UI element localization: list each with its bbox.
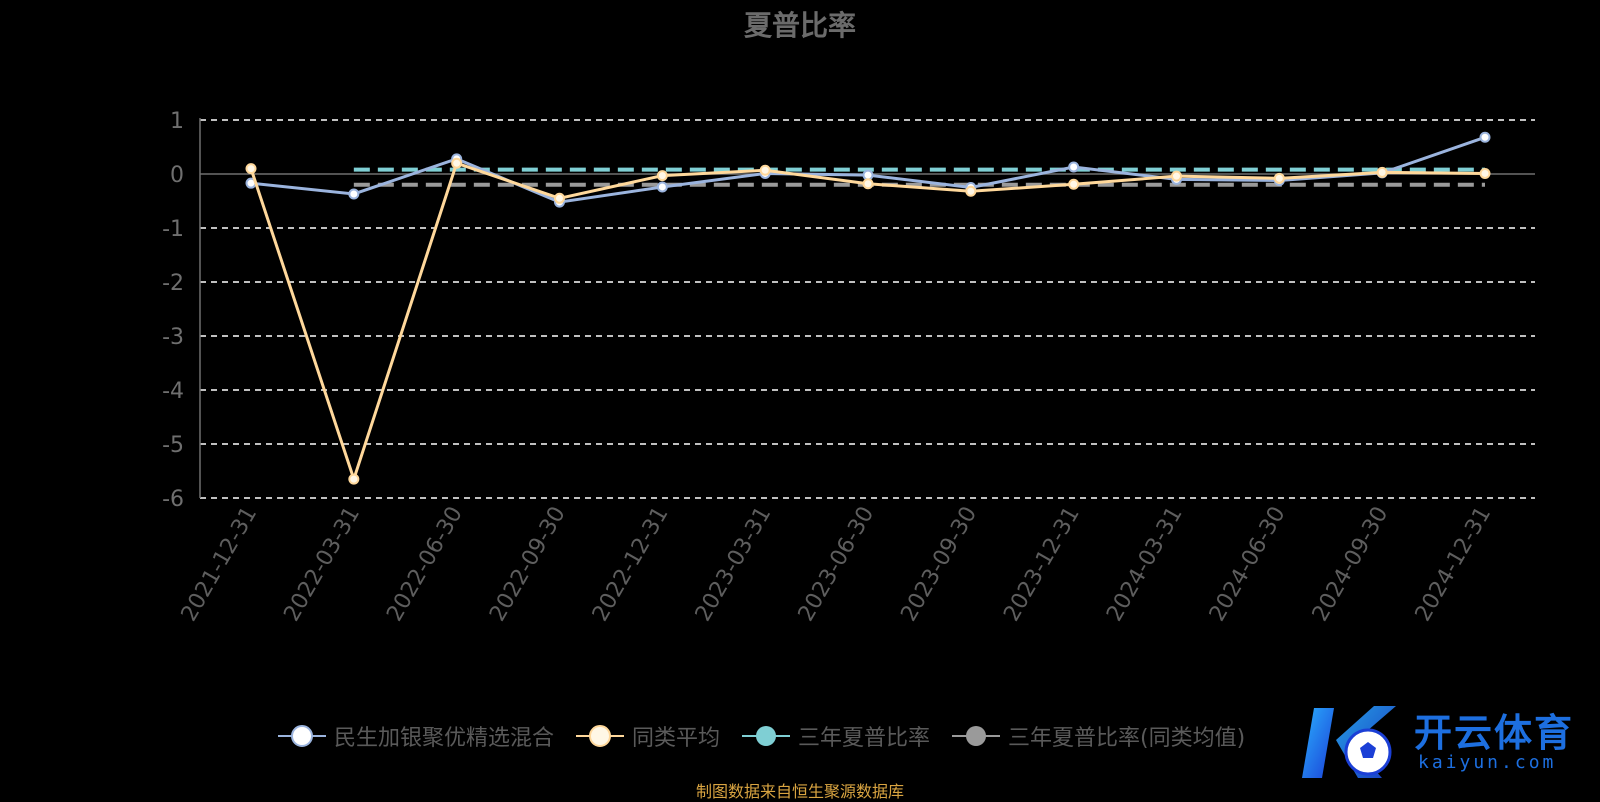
data-point[interactable]: [554, 192, 565, 204]
data-point[interactable]: [1068, 178, 1080, 190]
y-tick-label: 0: [170, 163, 184, 188]
legend-item-three-year-sharpe[interactable]: 三年夏普比率: [742, 720, 930, 752]
data-point[interactable]: [656, 181, 668, 193]
legend-label-three-year-sharpe: 三年夏普比率: [798, 726, 931, 751]
grid-layer: [200, 119, 1535, 499]
data-point[interactable]: [1479, 131, 1491, 143]
data-point[interactable]: [451, 157, 463, 169]
data-point[interactable]: [965, 185, 977, 197]
y-tick-label: -1: [162, 217, 184, 242]
x-tick-label: 2022-12-31: [588, 503, 674, 626]
y-tick-label: 1: [170, 109, 184, 134]
x-tick-label: 2022-06-30: [382, 502, 468, 625]
x-tick-label: 2023-03-31: [691, 503, 777, 626]
legend-label-three-year-sharpe-peer: 三年夏普比率(同类均值): [1008, 726, 1246, 751]
watermark-logo: 开云体育 kaiyun.com: [1296, 700, 1586, 786]
x-tick-label: 2023-12-31: [999, 503, 1085, 626]
x-tick-label: 2022-09-30: [485, 503, 571, 626]
x-tick-label: 2022-03-31: [279, 503, 365, 626]
legend-label-peer-average: 同类平均: [632, 726, 721, 751]
chart-title: 夏普比率: [743, 9, 856, 42]
data-point[interactable]: [656, 170, 668, 182]
y-tick-label: -6: [162, 487, 184, 512]
data-point[interactable]: [1068, 161, 1080, 173]
x-tick-label: 2023-06-30: [794, 503, 880, 626]
legend-item-three-year-sharpe-peer[interactable]: 三年夏普比率(同类均值): [952, 720, 1245, 752]
legend: 民生加银聚优精选混合 同类平均 三年夏普比率 三年夏普比率(同类均值): [278, 716, 1267, 756]
y-tick-label: -4: [162, 379, 184, 404]
y-tick-label: -3: [162, 325, 184, 350]
series-layer: [245, 131, 1491, 485]
data-point[interactable]: [348, 473, 360, 485]
data-point[interactable]: [1376, 166, 1388, 178]
x-tick-label: 2021-12-31: [177, 503, 263, 626]
data-point[interactable]: [348, 188, 360, 200]
x-tick-label: 2024-12-31: [1411, 503, 1497, 626]
data-point[interactable]: [1273, 172, 1285, 184]
x-tick-label: 2023-09-30: [896, 502, 982, 625]
legend-item-fund[interactable]: 民生加银聚优精选混合: [278, 720, 554, 752]
y-tick-label: -5: [162, 433, 184, 458]
kaiyun-logo-icon: [1302, 706, 1396, 778]
legend-label-fund: 民生加银聚优精选混合: [334, 726, 555, 751]
x-tick-label: 2024-09-30: [1308, 503, 1394, 626]
legend-item-peer-average[interactable]: 同类平均: [576, 720, 720, 752]
x-tick-label: 2024-06-30: [1205, 503, 1291, 626]
data-point[interactable]: [1479, 167, 1491, 179]
data-point[interactable]: [759, 164, 771, 176]
data-point[interactable]: [862, 178, 874, 190]
legend-swatch-three-year-sharpe-peer-icon: [952, 726, 1001, 746]
legend-swatch-three-year-sharpe-icon: [742, 726, 791, 746]
legend-swatch-fund-icon: [278, 725, 326, 747]
y-tick-label: -2: [162, 271, 184, 296]
x-tick-label: 2024-03-31: [1102, 503, 1188, 626]
data-point[interactable]: [1171, 170, 1182, 182]
legend-swatch-peer-average-icon: [576, 725, 625, 747]
watermark-brand-text: 开云体育: [1414, 711, 1575, 755]
series-line: [249, 161, 1486, 484]
data-point[interactable]: [245, 163, 257, 175]
watermark-brand-sub: kaiyun.com: [1418, 752, 1557, 773]
source-note: 制图数据来自恒生聚源数据库: [695, 782, 904, 801]
